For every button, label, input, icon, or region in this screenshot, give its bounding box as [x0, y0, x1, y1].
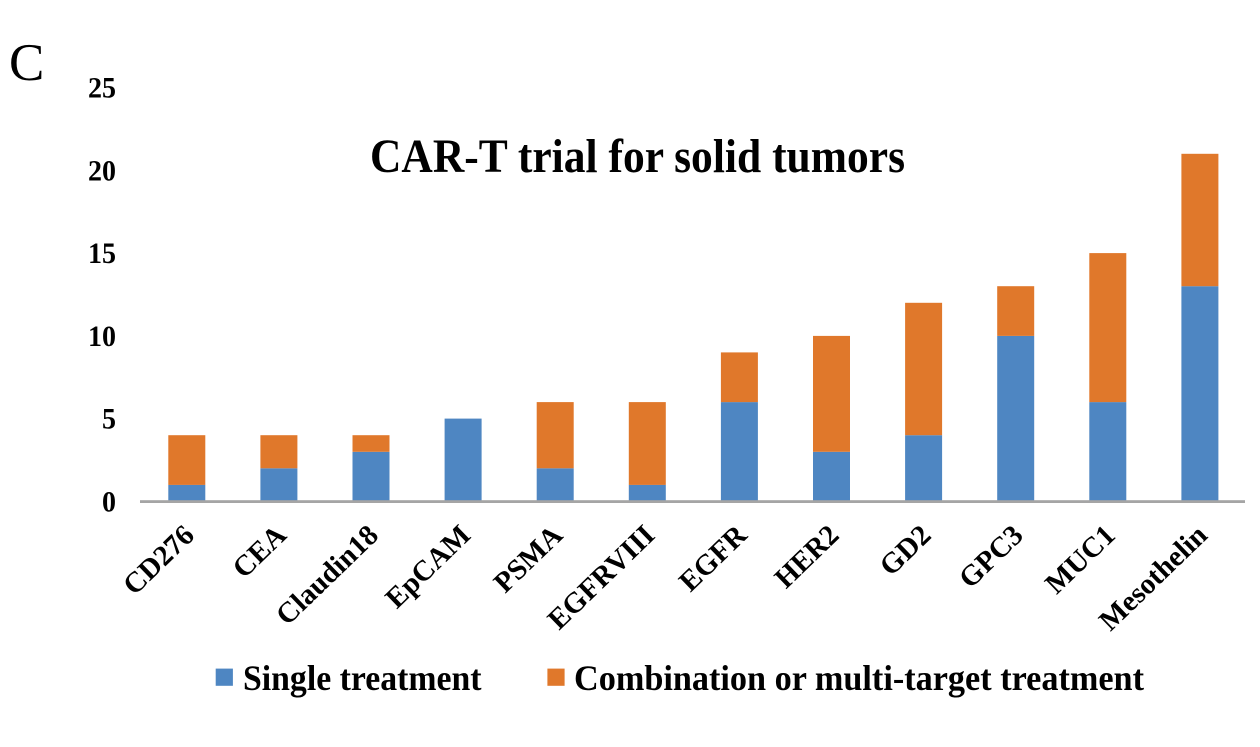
svg-text:20: 20: [88, 154, 116, 187]
svg-text:10: 10: [88, 320, 116, 353]
svg-text:0: 0: [102, 485, 116, 518]
svg-text:CAR-T trial for solid tumors: CAR-T trial for solid tumors: [370, 130, 905, 183]
svg-text:15: 15: [88, 237, 116, 270]
svg-text:5: 5: [102, 403, 116, 436]
svg-text:Combination or multi-target tr: Combination or multi-target treatment: [574, 658, 1144, 698]
svg-text:C: C: [9, 34, 44, 92]
svg-text:Single treatment: Single treatment: [243, 658, 482, 698]
svg-text:25: 25: [88, 72, 116, 105]
